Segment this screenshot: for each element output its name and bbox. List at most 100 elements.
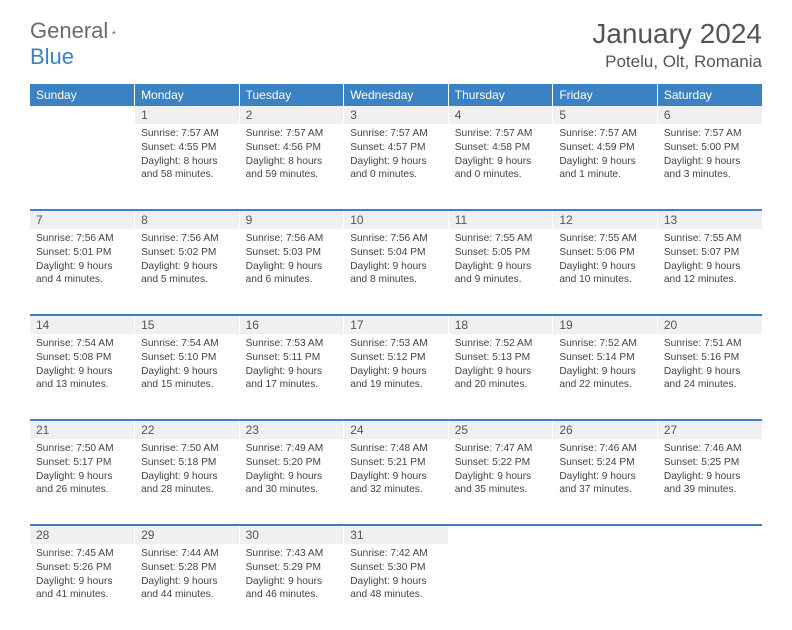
day-cell: Sunrise: 7:54 AMSunset: 5:10 PMDaylight:… xyxy=(135,334,240,420)
content-row: Sunrise: 7:56 AMSunset: 5:01 PMDaylight:… xyxy=(30,229,762,315)
sunrise-text: Sunrise: 7:56 AM xyxy=(350,232,442,246)
sunset-text: Sunset: 5:02 PM xyxy=(141,246,233,260)
sunrise-text: Sunrise: 7:51 AM xyxy=(664,337,756,351)
daylight-text-1: Daylight: 9 hours xyxy=(141,260,233,274)
daylight-text-2: and 15 minutes. xyxy=(141,378,233,392)
daynum-cell: 17 xyxy=(344,315,449,334)
daynum: 7 xyxy=(30,211,134,229)
daynum-cell: 2 xyxy=(239,106,344,124)
weekday-header: Saturday xyxy=(657,84,762,106)
sunset-text: Sunset: 5:26 PM xyxy=(36,561,128,575)
daylight-text-1: Daylight: 9 hours xyxy=(36,470,128,484)
logo-triangle-icon xyxy=(112,23,116,41)
day-cell: Sunrise: 7:53 AMSunset: 5:11 PMDaylight:… xyxy=(239,334,344,420)
daynum: 31 xyxy=(344,526,448,544)
daylight-text-1: Daylight: 9 hours xyxy=(559,470,651,484)
sunset-text: Sunset: 5:30 PM xyxy=(350,561,442,575)
daynum xyxy=(30,106,134,110)
day-cell xyxy=(448,544,553,630)
daylight-text-2: and 48 minutes. xyxy=(350,588,442,602)
sunrise-text: Sunrise: 7:52 AM xyxy=(559,337,651,351)
day-cell: Sunrise: 7:45 AMSunset: 5:26 PMDaylight:… xyxy=(30,544,135,630)
sunrise-text: Sunrise: 7:49 AM xyxy=(246,442,338,456)
day-cell xyxy=(553,544,658,630)
daynum: 8 xyxy=(135,211,239,229)
sunrise-text: Sunrise: 7:55 AM xyxy=(455,232,547,246)
daylight-text-1: Daylight: 9 hours xyxy=(455,470,547,484)
sunset-text: Sunset: 5:17 PM xyxy=(36,456,128,470)
sunset-text: Sunset: 5:08 PM xyxy=(36,351,128,365)
sunset-text: Sunset: 5:00 PM xyxy=(664,141,756,155)
daynum: 30 xyxy=(240,526,344,544)
daylight-text-1: Daylight: 9 hours xyxy=(350,155,442,169)
daynum-cell: 11 xyxy=(448,210,553,229)
sunrise-text: Sunrise: 7:53 AM xyxy=(246,337,338,351)
daylight-text-2: and 5 minutes. xyxy=(141,273,233,287)
sunrise-text: Sunrise: 7:46 AM xyxy=(559,442,651,456)
weekday-header: Monday xyxy=(135,84,240,106)
daylight-text-1: Daylight: 9 hours xyxy=(141,575,233,589)
daynum-cell xyxy=(553,525,658,544)
daynum-cell: 28 xyxy=(30,525,135,544)
sunrise-text: Sunrise: 7:48 AM xyxy=(350,442,442,456)
daynum: 12 xyxy=(553,211,657,229)
daynum-cell: 18 xyxy=(448,315,553,334)
daylight-text-1: Daylight: 9 hours xyxy=(246,365,338,379)
daynum-row: 21222324252627 xyxy=(30,420,762,439)
sunset-text: Sunset: 5:10 PM xyxy=(141,351,233,365)
daylight-text-2: and 6 minutes. xyxy=(246,273,338,287)
daylight-text-2: and 0 minutes. xyxy=(350,168,442,182)
daynum: 21 xyxy=(30,421,134,439)
daynum: 15 xyxy=(135,316,239,334)
daylight-text-1: Daylight: 9 hours xyxy=(455,260,547,274)
daynum-cell xyxy=(30,106,135,124)
daylight-text-2: and 9 minutes. xyxy=(455,273,547,287)
sunrise-text: Sunrise: 7:56 AM xyxy=(36,232,128,246)
daynum: 27 xyxy=(658,421,762,439)
daylight-text-2: and 24 minutes. xyxy=(664,378,756,392)
daylight-text-2: and 28 minutes. xyxy=(141,483,233,497)
daynum-cell: 25 xyxy=(448,420,553,439)
day-cell: Sunrise: 7:48 AMSunset: 5:21 PMDaylight:… xyxy=(344,439,449,525)
sunset-text: Sunset: 5:28 PM xyxy=(141,561,233,575)
daylight-text-1: Daylight: 9 hours xyxy=(36,365,128,379)
sunrise-text: Sunrise: 7:55 AM xyxy=(664,232,756,246)
daynum: 2 xyxy=(240,106,344,124)
sunset-text: Sunset: 4:56 PM xyxy=(246,141,338,155)
day-cell: Sunrise: 7:52 AMSunset: 5:13 PMDaylight:… xyxy=(448,334,553,420)
sunset-text: Sunset: 5:04 PM xyxy=(350,246,442,260)
daynum-cell: 16 xyxy=(239,315,344,334)
daynum-cell: 19 xyxy=(553,315,658,334)
day-cell: Sunrise: 7:52 AMSunset: 5:14 PMDaylight:… xyxy=(553,334,658,420)
header: General January 2024 Potelu, Olt, Romani… xyxy=(0,0,792,80)
daylight-text-1: Daylight: 9 hours xyxy=(350,575,442,589)
daylight-text-2: and 39 minutes. xyxy=(664,483,756,497)
sunrise-text: Sunrise: 7:57 AM xyxy=(350,127,442,141)
sunrise-text: Sunrise: 7:47 AM xyxy=(455,442,547,456)
daynum: 18 xyxy=(449,316,553,334)
day-cell: Sunrise: 7:50 AMSunset: 5:18 PMDaylight:… xyxy=(135,439,240,525)
day-cell: Sunrise: 7:57 AMSunset: 4:59 PMDaylight:… xyxy=(553,124,658,210)
sunrise-text: Sunrise: 7:46 AM xyxy=(664,442,756,456)
daylight-text-1: Daylight: 9 hours xyxy=(664,260,756,274)
sunrise-text: Sunrise: 7:56 AM xyxy=(141,232,233,246)
daynum-cell: 22 xyxy=(135,420,240,439)
daynum-cell: 9 xyxy=(239,210,344,229)
day-cell: Sunrise: 7:43 AMSunset: 5:29 PMDaylight:… xyxy=(239,544,344,630)
daylight-text-2: and 46 minutes. xyxy=(246,588,338,602)
sunrise-text: Sunrise: 7:57 AM xyxy=(141,127,233,141)
sunset-text: Sunset: 5:18 PM xyxy=(141,456,233,470)
day-cell: Sunrise: 7:51 AMSunset: 5:16 PMDaylight:… xyxy=(657,334,762,420)
daynum-cell: 13 xyxy=(657,210,762,229)
sunset-text: Sunset: 4:57 PM xyxy=(350,141,442,155)
daylight-text-2: and 17 minutes. xyxy=(246,378,338,392)
daylight-text-1: Daylight: 9 hours xyxy=(664,365,756,379)
daynum-cell xyxy=(657,525,762,544)
sunset-text: Sunset: 5:22 PM xyxy=(455,456,547,470)
day-cell: Sunrise: 7:44 AMSunset: 5:28 PMDaylight:… xyxy=(135,544,240,630)
daylight-text-2: and 1 minute. xyxy=(559,168,651,182)
daylight-text-2: and 10 minutes. xyxy=(559,273,651,287)
day-cell: Sunrise: 7:54 AMSunset: 5:08 PMDaylight:… xyxy=(30,334,135,420)
sunset-text: Sunset: 5:29 PM xyxy=(246,561,338,575)
daylight-text-2: and 32 minutes. xyxy=(350,483,442,497)
